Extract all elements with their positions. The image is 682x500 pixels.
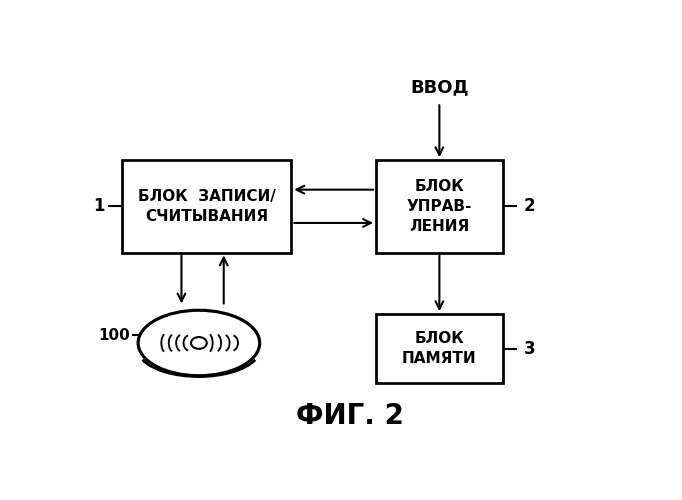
Text: 1: 1 — [93, 198, 104, 216]
Text: 100: 100 — [98, 328, 130, 343]
Text: ФИГ. 2: ФИГ. 2 — [295, 402, 404, 429]
Text: ВВОД: ВВОД — [410, 78, 469, 96]
Text: 2: 2 — [523, 198, 535, 216]
Bar — [376, 314, 503, 384]
Text: БЛОК
ПАМЯТИ: БЛОК ПАМЯТИ — [402, 332, 477, 366]
Text: 3: 3 — [523, 340, 535, 358]
Ellipse shape — [191, 337, 207, 349]
Text: БЛОК
УПРАВ-
ЛЕНИЯ: БЛОК УПРАВ- ЛЕНИЯ — [406, 179, 472, 234]
Text: БЛОК  ЗАПИСИ/
СЧИТЫВАНИЯ: БЛОК ЗАПИСИ/ СЧИТЫВАНИЯ — [138, 189, 276, 224]
Ellipse shape — [138, 310, 260, 376]
Bar — [122, 160, 291, 252]
Bar — [376, 160, 503, 252]
